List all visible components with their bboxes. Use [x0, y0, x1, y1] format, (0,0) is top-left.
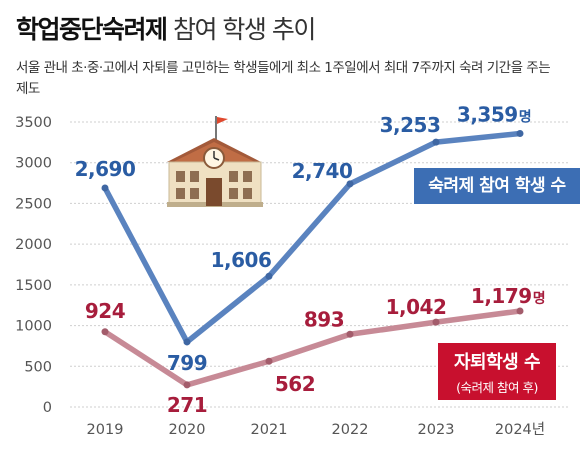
data-label-0-5: 3,359명 — [457, 102, 531, 126]
y-tick-label-2: 1000 — [15, 319, 52, 335]
data-label-0-3: 2,740 — [292, 159, 353, 183]
data-label-unit-0: 명 — [519, 108, 531, 125]
legend-dropouts-note: (숙려제 참여 후) — [456, 380, 538, 395]
data-label-1-0: 924 — [85, 299, 125, 323]
legend-dropouts: 자퇴학생 수 (숙려제 참여 후) — [438, 343, 556, 400]
x-tick-label-1: 2020 — [169, 422, 206, 438]
data-label-1-3: 893 — [304, 307, 344, 331]
y-tick-label-7: 3500 — [15, 115, 52, 131]
x-axis-ticks: 2019 2020 2021 2022 2023 2024년 — [87, 421, 546, 438]
data-point-1-4 — [432, 318, 440, 326]
data-points — [101, 129, 524, 389]
x-tick-label-4: 2023 — [418, 422, 455, 438]
y-tick-label-1: 500 — [24, 359, 52, 375]
school-building-icon — [167, 116, 263, 207]
data-label-0-2: 1,606 — [211, 248, 272, 272]
data-point-0-4 — [432, 138, 440, 146]
x-tick-label-0: 2019 — [87, 422, 124, 438]
title-light: 참여 학생 추이 — [172, 15, 316, 44]
data-label-1-5: 1,179명 — [471, 284, 545, 308]
series-line-dropouts — [102, 308, 523, 388]
data-point-0-2 — [265, 272, 273, 280]
x-tick-label-3: 2022 — [332, 422, 369, 438]
data-point-1-0 — [101, 328, 109, 336]
data-label-0-1: 799 — [167, 351, 207, 375]
y-tick-label-6: 3000 — [15, 156, 52, 172]
title-bold: 학업중단숙려제 — [16, 15, 168, 44]
y-tick-label-5: 2500 — [15, 196, 52, 212]
legend-participants: 숙려제 참여 학생 수 — [414, 168, 580, 204]
y-tick-label-0: 0 — [43, 400, 52, 416]
data-point-1-5 — [516, 307, 524, 315]
series-line-participants — [102, 130, 523, 345]
data-point-0-3 — [346, 180, 354, 188]
data-point-0-0 — [101, 184, 109, 192]
data-point-1-2 — [265, 357, 273, 365]
data-point-0-5 — [516, 129, 524, 137]
chart-title: 학업중단숙려제 참여 학생 추이 — [16, 10, 316, 46]
data-label-1-4: 1,042 — [386, 295, 447, 319]
y-tick-label-3: 1500 — [15, 278, 52, 294]
y-tick-label-4: 2000 — [15, 237, 52, 253]
y-axis-ticks: 0 500 1000 1500 2000 2500 3000 3500 — [15, 115, 52, 416]
data-label-1-2: 562 — [275, 372, 315, 396]
x-tick-label-2: 2021 — [251, 422, 288, 438]
data-label-0-4: 3,253 — [380, 113, 441, 137]
data-point-0-1 — [183, 338, 191, 346]
chart-description: 서울 관내 초·중·고에서 자퇴를 고민하는 학생들에게 최소 1주일에서 최대… — [16, 60, 551, 97]
data-point-1-1 — [183, 381, 191, 389]
data-point-1-3 — [346, 330, 354, 338]
data-label-0-0: 2,690 — [75, 157, 136, 181]
data-label-1-1: 271 — [167, 393, 207, 417]
data-label-unit-1: 명 — [533, 290, 545, 307]
legend-dropouts-label: 자퇴학생 수 — [453, 352, 541, 373]
x-tick-label-5: 2024년 — [495, 421, 545, 438]
